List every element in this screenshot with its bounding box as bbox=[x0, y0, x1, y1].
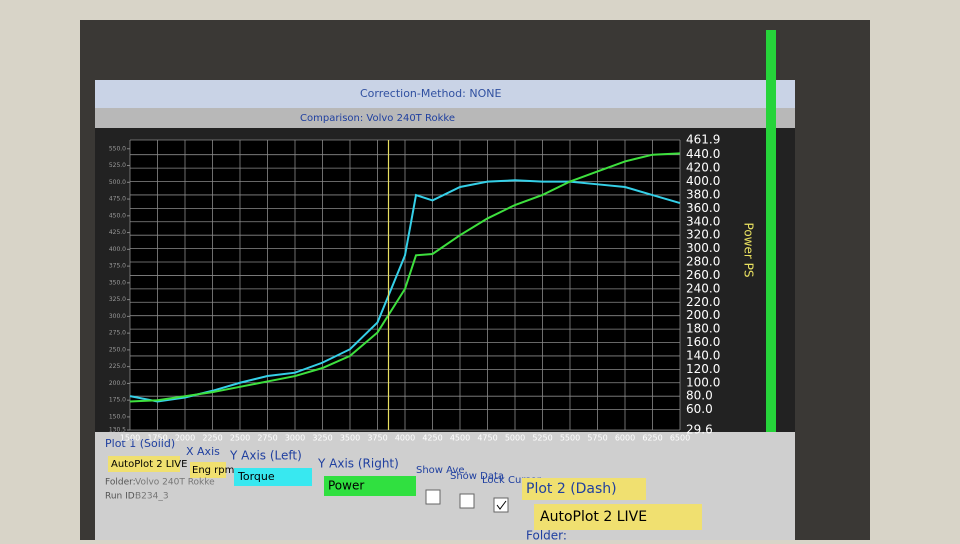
comparison-text: Comparison: Volvo 240T Rokke bbox=[300, 113, 455, 124]
series-line bbox=[129, 179, 681, 403]
y-tick-label: 450.0 bbox=[109, 212, 126, 219]
y2-tick-label: 461.9 bbox=[686, 133, 720, 147]
x-tick-label: 4500 bbox=[450, 434, 470, 443]
plot1-label: Plot 1 (Solid) bbox=[105, 437, 175, 450]
y-left-value: Torque bbox=[237, 470, 275, 483]
y2-tick-label: 300.0 bbox=[686, 241, 720, 255]
plot1-source: AutoPlot 2 LIVE bbox=[111, 459, 187, 470]
x-tick-label: 5000 bbox=[505, 434, 525, 443]
y2-tick-label: 340.0 bbox=[686, 214, 720, 228]
y2-tick-label: 180.0 bbox=[686, 322, 720, 336]
x-tick-label: 1500 bbox=[120, 434, 140, 443]
side-bar bbox=[766, 30, 776, 495]
x-tick-label: 6000 bbox=[615, 434, 635, 443]
y2-tick-label: 420.0 bbox=[686, 161, 720, 175]
lock-cursor-checkbox[interactable] bbox=[493, 497, 509, 513]
x-tick-label: 2250 bbox=[202, 434, 222, 443]
y-tick-label: 400.0 bbox=[109, 246, 126, 253]
x-tick-label: 3250 bbox=[312, 434, 332, 443]
y2-tick-label: 360.0 bbox=[686, 201, 720, 215]
run-id-value: B234_3 bbox=[135, 492, 169, 502]
y-tick-label: 350.0 bbox=[109, 279, 126, 286]
y-tick-label: 425.0 bbox=[109, 229, 126, 236]
y-right-select[interactable] bbox=[324, 476, 416, 496]
y-tick-label: 175.0 bbox=[109, 397, 126, 404]
plot2-label: Plot 2 (Dash) bbox=[526, 481, 617, 497]
y2-tick-label: 120.0 bbox=[686, 362, 720, 376]
y2-tick-label: 200.0 bbox=[686, 308, 720, 322]
run-id-label: Run ID: bbox=[105, 492, 138, 502]
plot2-select[interactable] bbox=[534, 504, 702, 530]
plot1-select[interactable] bbox=[108, 456, 180, 472]
y-tick-label: 275.0 bbox=[109, 330, 126, 337]
header-text: Correction-Method: NONE bbox=[360, 87, 501, 100]
x-tick-label: 4250 bbox=[422, 434, 442, 443]
x-tick-label: 5750 bbox=[587, 434, 607, 443]
x-axis-select[interactable] bbox=[190, 462, 226, 478]
y2-tick-label: 160.0 bbox=[686, 335, 720, 349]
y2-tick-label: 220.0 bbox=[686, 295, 720, 309]
plot2-source: AutoPlot 2 LIVE bbox=[540, 509, 647, 525]
show-data-checkbox[interactable] bbox=[459, 493, 475, 509]
x-axis-label: X Axis bbox=[186, 445, 220, 458]
x-tick-label: 6250 bbox=[642, 434, 662, 443]
x-tick-label: 6500 bbox=[670, 434, 690, 443]
show-data-label: Show Data bbox=[450, 471, 504, 482]
check-mark bbox=[496, 500, 507, 510]
folder2-label: Folder: bbox=[526, 529, 567, 541]
x-axis-value: Eng rpm bbox=[192, 465, 234, 476]
y-right-label: Y Axis (Right) bbox=[317, 457, 399, 471]
y2-tick-label: 380.0 bbox=[686, 187, 720, 201]
y-tick-label: 475.0 bbox=[109, 196, 126, 203]
y2-tick-label: 260.0 bbox=[686, 268, 720, 282]
y2-axis-label: Power PS bbox=[742, 223, 756, 278]
y-tick-label: 200.0 bbox=[109, 380, 126, 387]
y-left-select[interactable] bbox=[234, 468, 312, 486]
y-tick-label: 375.0 bbox=[109, 263, 126, 270]
title-bar bbox=[95, 80, 795, 108]
lock-cursor-label: Lock Cursor bbox=[482, 475, 542, 486]
x-tick-label: 2500 bbox=[230, 434, 250, 443]
x-tick-label: 2750 bbox=[257, 434, 277, 443]
y2-tick-label: 100.0 bbox=[686, 375, 720, 389]
series-line bbox=[129, 152, 681, 403]
x-tick-label: 1750 bbox=[147, 434, 167, 443]
x-tick-label: 2000 bbox=[175, 434, 195, 443]
x-tick-label: 5250 bbox=[532, 434, 552, 443]
y-tick-label: 250.0 bbox=[109, 346, 126, 353]
menu-bar bbox=[95, 108, 795, 128]
y-tick-label: 225.0 bbox=[109, 363, 126, 370]
y2-tick-label: 240.0 bbox=[686, 281, 720, 295]
y2-tick-label: 29.6 bbox=[686, 423, 713, 437]
folder-label: Folder: bbox=[105, 478, 136, 488]
x-tick-label: 4750 bbox=[477, 434, 497, 443]
plot2-header bbox=[522, 478, 646, 500]
show-ave-checkbox[interactable] bbox=[425, 489, 441, 505]
y2-tick-label: 140.0 bbox=[686, 348, 720, 362]
x-tick-label: 3500 bbox=[340, 434, 360, 443]
y-tick-label: 150.0 bbox=[109, 413, 126, 420]
folder-value: Volvo 240T Rokke bbox=[135, 478, 215, 488]
x-tick-label: 4000 bbox=[395, 434, 415, 443]
x-tick-label: 3000 bbox=[285, 434, 305, 443]
y2-tick-label: 60.0 bbox=[686, 402, 713, 416]
y-tick-label: 130.5 bbox=[109, 427, 126, 434]
y2-tick-label: 400.0 bbox=[686, 174, 720, 188]
y-tick-label: 500.0 bbox=[109, 179, 126, 186]
y-tick-label: 525.0 bbox=[109, 162, 126, 169]
y2-tick-label: 440.0 bbox=[686, 147, 720, 161]
y2-tick-label: 80.0 bbox=[686, 389, 713, 403]
y-right-value: Power bbox=[328, 479, 364, 493]
y-left-label: Y Axis (Left) bbox=[229, 449, 302, 463]
show-ave-label: Show Ave. bbox=[416, 465, 468, 476]
x-tick-label: 5500 bbox=[560, 434, 580, 443]
y2-tick-label: 280.0 bbox=[686, 255, 720, 269]
y-tick-label: 325.0 bbox=[109, 296, 126, 303]
y-tick-label: 300.0 bbox=[109, 313, 126, 320]
y-tick-label: 550.0 bbox=[109, 145, 126, 152]
x-tick-label: 3750 bbox=[367, 434, 387, 443]
y2-tick-label: 320.0 bbox=[686, 228, 720, 242]
